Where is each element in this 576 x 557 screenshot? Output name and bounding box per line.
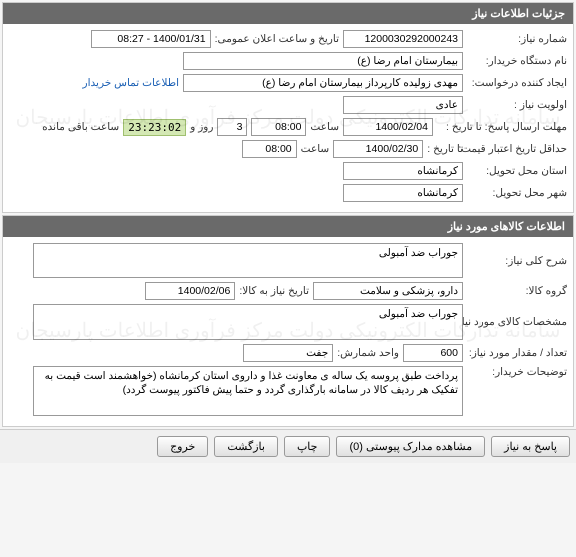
spec-label: مشخصات کالای مورد نیاز: bbox=[467, 316, 567, 328]
row-city: شهر محل تحویل: bbox=[9, 184, 567, 202]
notes-field bbox=[33, 366, 463, 416]
need-details-panel: جزئیات اطلاعات نیاز سامانه تدارکات الکتر… bbox=[2, 2, 574, 213]
button-row: پاسخ به نیاز مشاهده مدارک پیوستی (0) چاپ… bbox=[0, 429, 576, 463]
need-date-field bbox=[145, 282, 235, 300]
desc-label: شرح کلی نیاز: bbox=[467, 255, 567, 267]
days-field bbox=[217, 118, 247, 136]
notes-label: توضیحات خریدار: bbox=[467, 366, 567, 378]
row-province: استان محل تحویل: bbox=[9, 162, 567, 180]
row-need-number: شماره نیاز: تاریخ و ساعت اعلان عمومی: bbox=[9, 30, 567, 48]
province-field bbox=[343, 162, 463, 180]
panel2-header: اطلاعات کالاهای مورد نیاز bbox=[3, 216, 573, 237]
goods-info-panel: اطلاعات کالاهای مورد نیاز سامانه تدارکات… bbox=[2, 215, 574, 427]
buyer-label: نام دستگاه خریدار: bbox=[467, 55, 567, 67]
row-spec: مشخصات کالای مورد نیاز: bbox=[9, 304, 567, 339]
days-label: روز و bbox=[190, 121, 213, 133]
row-validity: حداقل تاریخ اعتبار قیمت: تا تاریخ : ساعت bbox=[9, 140, 567, 158]
announce-label: تاریخ و ساعت اعلان عمومی: bbox=[215, 33, 339, 45]
qty-field bbox=[403, 344, 463, 362]
remaining-label: ساعت باقی مانده bbox=[42, 121, 119, 133]
panel2-body: سامانه تدارکات الکترونیکی دولت مرکز فرآو… bbox=[3, 237, 573, 426]
validity-label: حداقل تاریخ اعتبار قیمت: bbox=[467, 143, 567, 155]
deadline-time-field bbox=[251, 118, 306, 136]
row-creator: ایجاد کننده درخواست: اطلاعات تماس خریدار bbox=[9, 74, 567, 92]
priority-label: اولویت نیاز : bbox=[467, 99, 567, 111]
contact-link[interactable]: اطلاعات تماس خریدار bbox=[83, 77, 179, 89]
need-number-field bbox=[343, 30, 463, 48]
unit-label: واحد شمارش: bbox=[337, 347, 399, 359]
row-priority: اولویت نیاز : bbox=[9, 96, 567, 114]
time-label-1: ساعت bbox=[310, 121, 339, 133]
buyer-field bbox=[183, 52, 463, 70]
city-field bbox=[343, 184, 463, 202]
validity-date-field bbox=[333, 140, 423, 158]
row-group: گروه کالا: تاریخ نیاز به کالا: bbox=[9, 282, 567, 300]
panel1-body: سامانه تدارکات الکترونیکی دولت مرکز فرآو… bbox=[3, 24, 573, 212]
group-label: گروه کالا: bbox=[467, 285, 567, 297]
validity-time-field bbox=[242, 140, 297, 158]
deadline-label: مهلت ارسال پاسخ: تا تاریخ : bbox=[437, 121, 567, 133]
need-number-label: شماره نیاز: bbox=[467, 33, 567, 45]
unit-field bbox=[243, 344, 333, 362]
spec-field bbox=[33, 304, 463, 339]
row-notes: توضیحات خریدار: bbox=[9, 366, 567, 416]
row-buyer: نام دستگاه خریدار: bbox=[9, 52, 567, 70]
qty-label: تعداد / مقدار مورد نیاز: bbox=[467, 347, 567, 359]
priority-field bbox=[343, 96, 463, 114]
time-label-2: ساعت bbox=[301, 143, 330, 155]
row-qty: تعداد / مقدار مورد نیاز: واحد شمارش: bbox=[9, 344, 567, 362]
print-button[interactable]: چاپ bbox=[284, 436, 331, 457]
creator-field bbox=[183, 74, 463, 92]
city-label: شهر محل تحویل: bbox=[467, 187, 567, 199]
deadline-date-field bbox=[343, 118, 433, 136]
group-field bbox=[313, 282, 463, 300]
province-label: استان محل تحویل: bbox=[467, 165, 567, 177]
panel1-header: جزئیات اطلاعات نیاز bbox=[3, 3, 573, 24]
remaining-time: 23:23:02 bbox=[123, 119, 186, 136]
announce-field bbox=[91, 30, 211, 48]
need-date-label: تاریخ نیاز به کالا: bbox=[239, 285, 309, 297]
row-deadline: مهلت ارسال پاسخ: تا تاریخ : ساعت روز و 2… bbox=[9, 118, 567, 136]
exit-button[interactable]: خروج bbox=[157, 436, 208, 457]
row-desc: شرح کلی نیاز: bbox=[9, 243, 567, 278]
validity-sublabel: تا تاریخ : bbox=[427, 143, 463, 155]
respond-button[interactable]: پاسخ به نیاز bbox=[491, 436, 570, 457]
attachments-button[interactable]: مشاهده مدارک پیوستی (0) bbox=[336, 436, 485, 457]
creator-label: ایجاد کننده درخواست: bbox=[467, 77, 567, 89]
desc-field bbox=[33, 243, 463, 278]
back-button[interactable]: بازگشت bbox=[214, 436, 278, 457]
